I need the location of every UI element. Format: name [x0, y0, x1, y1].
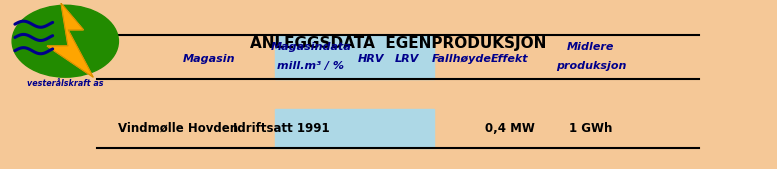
Bar	[275, 35, 434, 79]
Text: Magasindata: Magasindata	[270, 42, 351, 52]
Text: ANLEGGSDATA  EGENPRODUKSJON: ANLEGGSDATA EGENPRODUKSJON	[250, 36, 546, 51]
Text: LRV: LRV	[395, 54, 420, 64]
Bar	[97, 35, 699, 79]
Text: Vindmølle Hovden: Vindmølle Hovden	[118, 122, 239, 135]
Text: produksjon: produksjon	[556, 62, 626, 71]
Text: 1 GWh: 1 GWh	[570, 122, 612, 135]
Text: Effekt: Effekt	[491, 54, 528, 64]
Text: 0,4 MW: 0,4 MW	[485, 122, 535, 135]
Text: mill.m³ / %: mill.m³ / %	[277, 62, 344, 71]
Text: Magasin: Magasin	[183, 54, 235, 64]
Text: HRV: HRV	[358, 54, 385, 64]
Circle shape	[12, 5, 118, 77]
Text: Fallhøyde: Fallhøyde	[432, 54, 492, 64]
Text: Midlere: Midlere	[567, 42, 615, 52]
Text: Idriftsatt 1991: Idriftsatt 1991	[232, 122, 329, 135]
Bar	[97, 109, 699, 148]
Polygon shape	[47, 3, 93, 77]
Text: vesterålskraft as: vesterålskraft as	[27, 79, 103, 88]
Bar	[275, 109, 434, 148]
